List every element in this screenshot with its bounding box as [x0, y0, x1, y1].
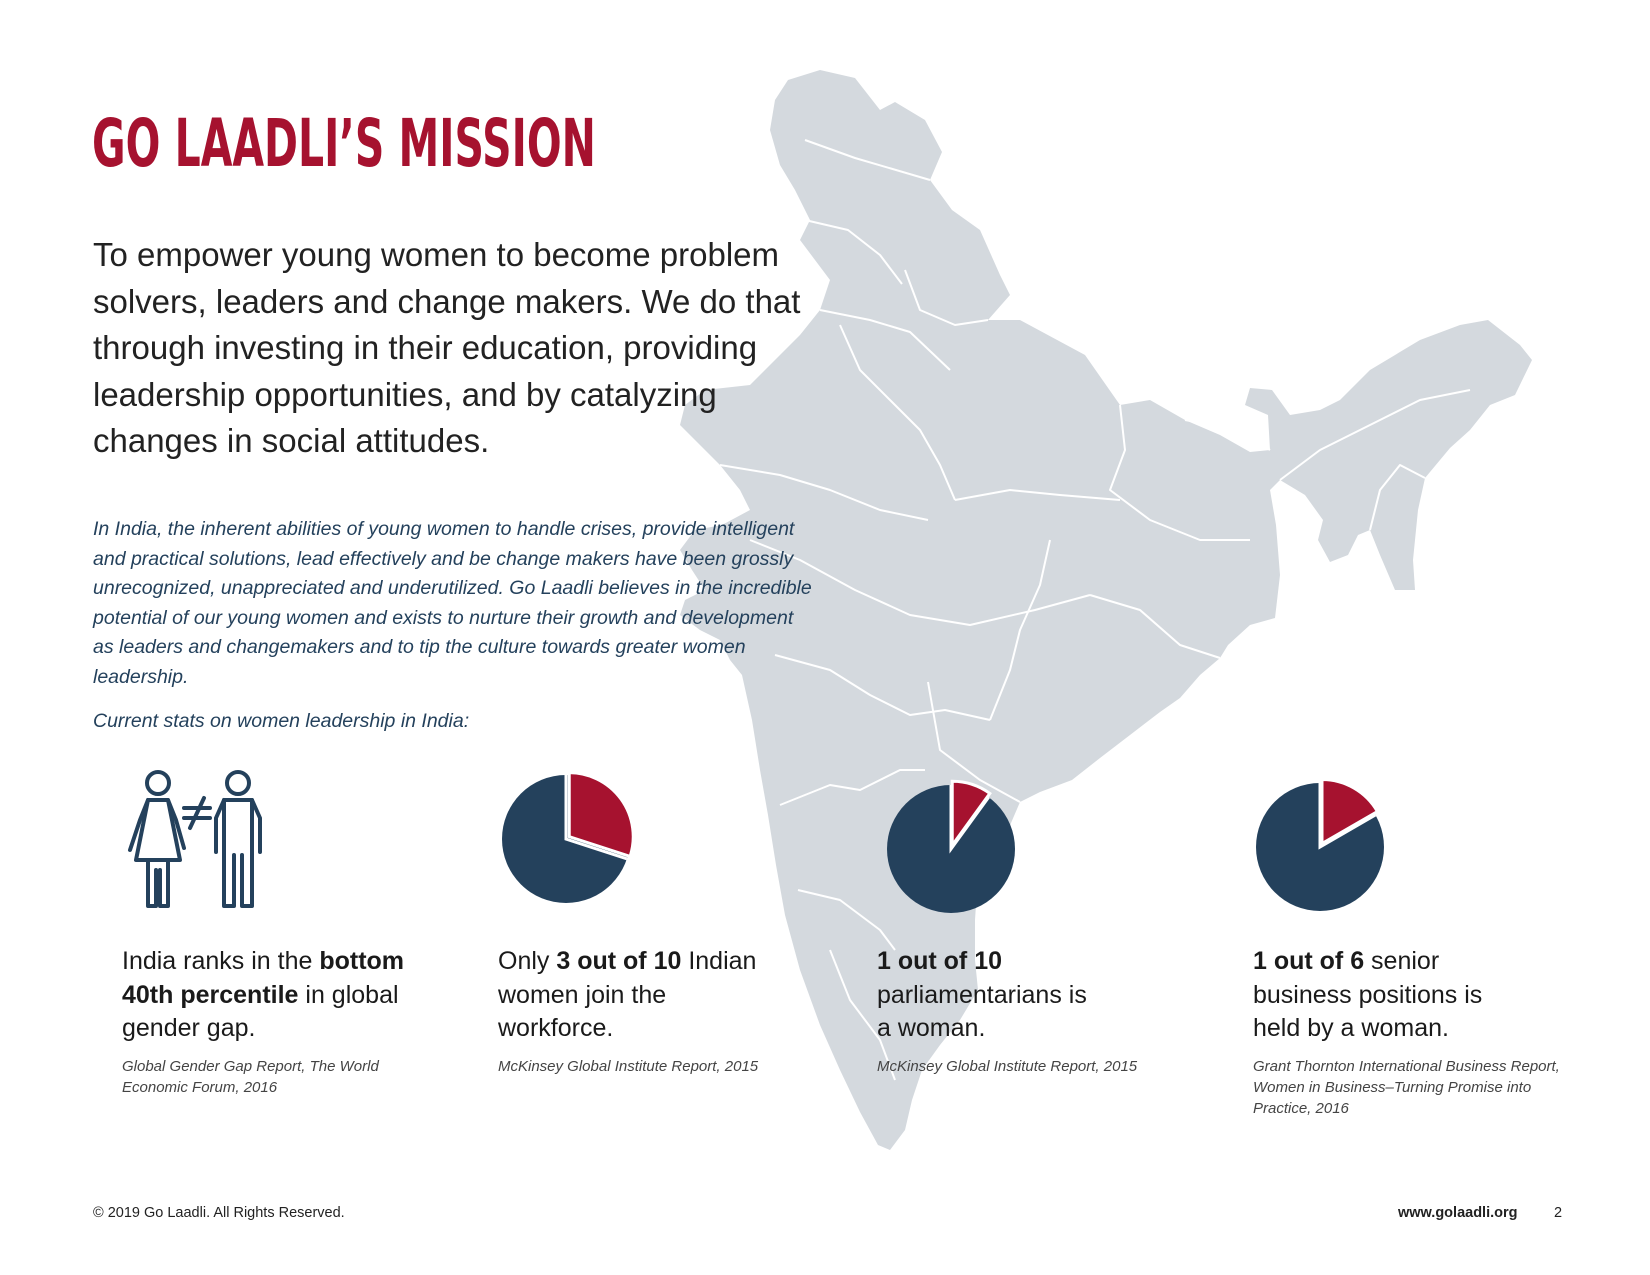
stat-workforce: Only 3 out of 10 Indian women join the w…	[498, 945, 838, 1077]
stat-business: 1 out of 6 senior business positions is …	[1253, 945, 1593, 1119]
stat-text-before: India ranks in the	[122, 947, 320, 975]
stat-text-bold: 1 out of 10	[877, 947, 1003, 975]
stat-text-after: parliamentarians is a woman.	[877, 980, 1087, 1043]
pie-slice-women	[567, 771, 635, 859]
stat-text-after: senior business positions is held by a w…	[1253, 947, 1483, 1042]
pie-slice-separator	[564, 775, 628, 861]
stat-text-before: Only	[498, 947, 557, 975]
workforce-pie-chart	[502, 771, 635, 903]
stat-gender-gap: India ranks in the bottom 40th percentil…	[122, 945, 462, 1098]
pie-slice-women	[950, 779, 992, 850]
stat-text-after: in global gender gap.	[122, 980, 399, 1043]
stat-text-bold: 1 out of 6	[1253, 947, 1365, 975]
stat-source: McKinsey Global Institute Report, 2015	[498, 1057, 759, 1075]
stat-source: McKinsey Global Institute Report, 2015	[877, 1057, 1138, 1075]
pie-slice-separator	[1318, 783, 1377, 850]
stat-text: 1 out of 6 senior business positions is …	[1253, 945, 1513, 1046]
pie-slice-women	[1320, 778, 1380, 847]
stat-text-bold: bottom 40th percentile	[122, 947, 405, 1009]
footer-copyright: © 2019 Go Laadli. All Rights Reserved.	[93, 1205, 345, 1221]
stats-intro: Current stats on women leadership in Ind…	[93, 710, 470, 732]
page-number: 2	[1554, 1205, 1563, 1221]
stat-text-bold: 3 out of 10	[556, 947, 682, 975]
woman-not-equal-man-icon	[128, 770, 262, 908]
footer-website-link[interactable]: www.golaadli.org	[1398, 1205, 1518, 1221]
pie-slice-separator	[949, 785, 990, 854]
stat-source: Grant Thornton International Business Re…	[1253, 1057, 1560, 1117]
stat-text: India ranks in the bottom 40th percentil…	[122, 945, 462, 1046]
stat-source: Global Gender Gap Report, The World Econ…	[122, 1057, 379, 1096]
india-map-background	[680, 70, 1532, 1150]
india-map-shape	[680, 70, 1532, 1150]
mission-description: In India, the inherent abilities of youn…	[93, 518, 812, 688]
business-pie-chart	[1256, 778, 1384, 911]
stat-parliament: 1 out of 10 parliamentarians is a woman.…	[877, 945, 1217, 1077]
stat-text: Only 3 out of 10 Indian women join the w…	[498, 945, 768, 1046]
mission-statement: To empower young women to become problem…	[93, 236, 801, 459]
stat-text: 1 out of 10 parliamentarians is a woman.	[877, 945, 1107, 1046]
state-borders	[719, 139, 1471, 1081]
stat-text-after: Indian women join the workforce.	[498, 947, 757, 1042]
parliament-pie-chart	[887, 779, 1015, 913]
page-title: GO LAADLI’S MISSION	[92, 105, 596, 182]
